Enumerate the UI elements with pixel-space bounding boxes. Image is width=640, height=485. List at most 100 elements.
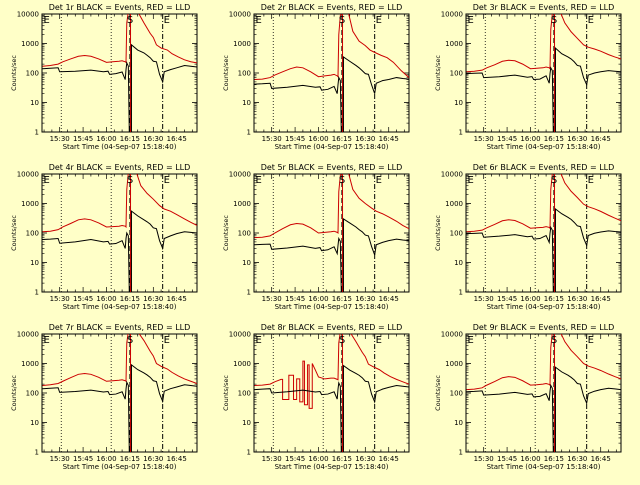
y-tick-label: 1000 bbox=[445, 40, 463, 48]
start-marker: S bbox=[551, 335, 557, 346]
y-tick-label: 10000 bbox=[441, 171, 463, 179]
x-tick-label: 16:45 bbox=[591, 135, 611, 143]
panel-title: Det 6r BLACK = Events, RED = LLD bbox=[473, 163, 615, 172]
y-tick-label: 100 bbox=[238, 70, 251, 78]
x-axis-label: Start Time (04-Sep-07 15:18:40) bbox=[63, 463, 177, 471]
start-marker: S bbox=[127, 175, 133, 186]
end-marker: E bbox=[164, 175, 170, 186]
y-tick-label: 1000 bbox=[233, 40, 251, 48]
lld-line-post bbox=[136, 174, 197, 226]
x-tick-label: 15:45 bbox=[285, 455, 305, 463]
end-marker-left: E bbox=[256, 15, 262, 26]
lld-line-post bbox=[350, 334, 409, 385]
lld-line bbox=[42, 334, 132, 452]
events-line-post bbox=[342, 218, 409, 292]
y-tick-label: 10000 bbox=[229, 11, 251, 19]
x-tick-label: 16:00 bbox=[96, 295, 116, 303]
x-tick-label: 15:30 bbox=[50, 295, 70, 303]
y-tick-label: 10000 bbox=[441, 11, 463, 19]
panel-4: Det 4r BLACK = Events, RED = LLD 1 10 100 10… bbox=[10, 163, 198, 311]
lld-line-post bbox=[138, 14, 197, 64]
end-marker: E bbox=[164, 15, 170, 26]
panel-2: Det 2r BLACK = Events, RED = LLD 1 10 100 10… bbox=[222, 3, 410, 151]
series-group bbox=[466, 14, 621, 132]
x-tick-label: 15:45 bbox=[497, 295, 517, 303]
lld-line-post bbox=[348, 174, 409, 230]
y-tick-label: 10 bbox=[242, 259, 251, 267]
x-tick-label: 16:45 bbox=[379, 135, 399, 143]
y-tick-label: 10000 bbox=[17, 331, 39, 339]
events-line bbox=[466, 66, 554, 132]
x-tick-label: 16:30 bbox=[355, 295, 375, 303]
y-tick-label: 1000 bbox=[445, 360, 463, 368]
events-line bbox=[254, 75, 342, 132]
x-tick-label: 16:00 bbox=[520, 455, 540, 463]
x-tick-label: 16:30 bbox=[567, 295, 587, 303]
end-marker: E bbox=[376, 15, 382, 26]
lld-line-post bbox=[560, 14, 621, 60]
x-tick-label: 16:15 bbox=[120, 295, 140, 303]
y-tick-label: 10 bbox=[454, 419, 463, 427]
x-tick-label: 15:30 bbox=[262, 135, 282, 143]
x-axis-label: Start Time (04-Sep-07 15:18:40) bbox=[275, 463, 389, 471]
y-tick-label: 1 bbox=[459, 289, 463, 297]
start-marker: S bbox=[127, 335, 133, 346]
y-tick-label: 100 bbox=[450, 70, 463, 78]
panel-title: Det 2r BLACK = Events, RED = LLD bbox=[261, 3, 403, 12]
x-tick-label: 16:15 bbox=[120, 135, 140, 143]
panel-title: Det 5r BLACK = Events, RED = LLD bbox=[261, 163, 403, 172]
y-axis-label: Counts/sec bbox=[222, 375, 230, 411]
series-group bbox=[254, 14, 409, 132]
start-marker: S bbox=[551, 175, 557, 186]
panel-title: Det 1r BLACK = Events, RED = LLD bbox=[49, 3, 191, 12]
end-marker-left: E bbox=[468, 175, 474, 186]
lld-line bbox=[42, 174, 132, 292]
events-line bbox=[42, 61, 130, 132]
x-tick-label: 16:00 bbox=[308, 295, 328, 303]
panel-3: Det 3r BLACK = Events, RED = LLD 1 10 100 10… bbox=[434, 3, 622, 151]
y-axis-label: Counts/sec bbox=[222, 55, 230, 91]
x-tick-label: 16:30 bbox=[143, 295, 163, 303]
series-group bbox=[42, 14, 197, 132]
events-line-post bbox=[554, 46, 621, 132]
x-tick-label: 16:45 bbox=[591, 455, 611, 463]
plot-frame bbox=[41, 173, 198, 293]
lld-line bbox=[466, 334, 556, 452]
y-tick-label: 1000 bbox=[21, 200, 39, 208]
y-axis-label: Counts/sec bbox=[10, 215, 18, 251]
lld-line bbox=[42, 14, 132, 132]
panel-8: Det 8r BLACK = Events, RED = LLD 1 10 100 10… bbox=[222, 323, 410, 471]
x-tick-label: 16:15 bbox=[544, 455, 564, 463]
y-tick-label: 1000 bbox=[233, 200, 251, 208]
y-tick-label: 10 bbox=[242, 99, 251, 107]
series-group bbox=[42, 334, 197, 452]
x-axis-label: Start Time (04-Sep-07 15:18:40) bbox=[275, 303, 389, 311]
y-tick-label: 10000 bbox=[229, 331, 251, 339]
y-axis-label: Counts/sec bbox=[434, 55, 442, 91]
x-tick-label: 16:45 bbox=[167, 455, 187, 463]
lld-line-post bbox=[348, 14, 409, 78]
x-tick-label: 16:45 bbox=[167, 295, 187, 303]
events-line-post bbox=[554, 208, 621, 292]
series-group bbox=[466, 334, 621, 452]
events-line-post bbox=[130, 43, 197, 132]
x-tick-label: 15:45 bbox=[285, 135, 305, 143]
x-tick-label: 16:00 bbox=[96, 135, 116, 143]
end-marker-left: E bbox=[256, 175, 262, 186]
lld-line bbox=[466, 174, 556, 292]
end-marker: E bbox=[376, 175, 382, 186]
y-tick-label: 10000 bbox=[17, 171, 39, 179]
x-tick-label: 15:30 bbox=[262, 455, 282, 463]
lld-line bbox=[254, 174, 344, 292]
lld-line bbox=[466, 14, 556, 132]
y-tick-label: 1000 bbox=[21, 40, 39, 48]
end-marker: E bbox=[588, 15, 594, 26]
y-tick-label: 100 bbox=[450, 390, 463, 398]
y-tick-label: 100 bbox=[450, 230, 463, 238]
y-tick-label: 1 bbox=[35, 449, 39, 457]
series-group bbox=[466, 174, 621, 292]
plot-frame bbox=[253, 173, 410, 293]
panel-title: Det 4r BLACK = Events, RED = LLD bbox=[49, 163, 191, 172]
series-group bbox=[254, 174, 409, 292]
